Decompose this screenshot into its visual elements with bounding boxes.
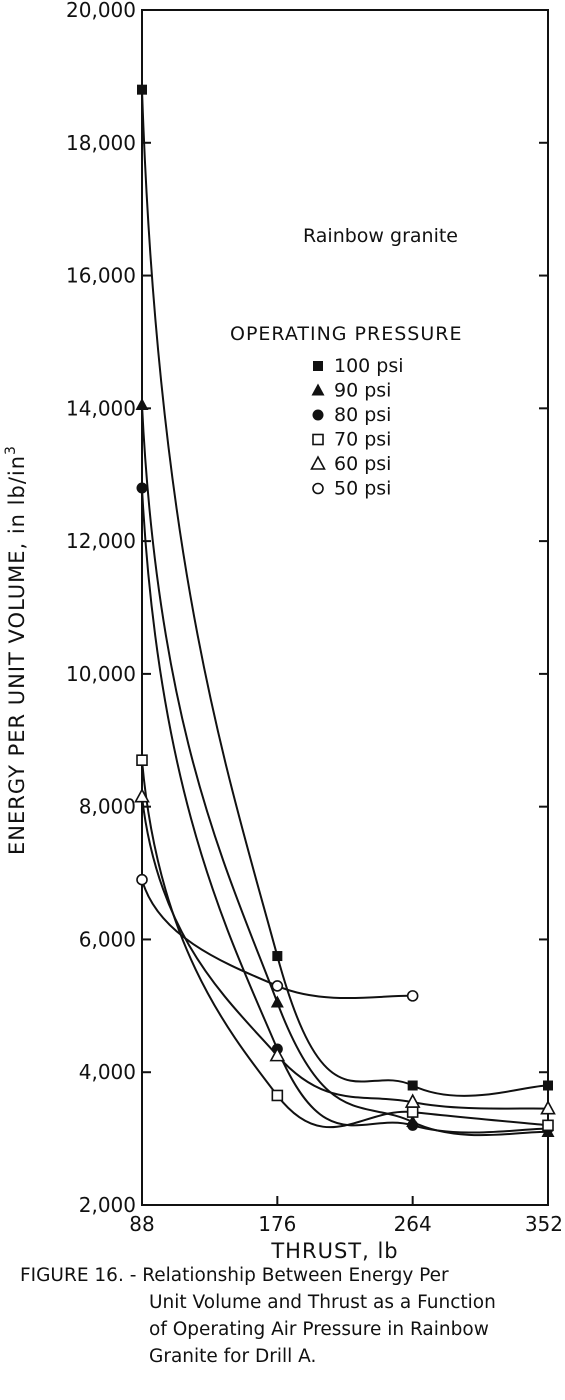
data-point-70-psi	[136, 754, 148, 766]
y-axis-title-superscript: 3	[3, 445, 19, 455]
series-line-100-psi	[141, 89, 549, 1097]
data-point-80-psi	[136, 482, 148, 494]
legend-entry-label: 70 psi	[334, 429, 391, 451]
figure-caption: FIGURE 16. - Relationship Between Energy…	[20, 1262, 560, 1370]
caption-line-1: FIGURE 16. - Relationship Between Energy…	[20, 1265, 449, 1286]
chart-annotation: Rainbow granite	[303, 225, 458, 247]
y-tick-label: 2,000	[79, 1193, 136, 1217]
plot-frame	[141, 9, 549, 1206]
legend-entry-label: 80 psi	[334, 404, 391, 426]
legend-marker-60-psi	[310, 455, 326, 470]
y-axis-ticks: 2,000 4,000 6,000 8,000 10,000 12,000 14,000 16…	[66, 0, 548, 1217]
data-point-100-psi	[137, 84, 147, 95]
y-tick-label: 10,000	[66, 662, 136, 686]
y-tick-label: 6,000	[79, 927, 136, 951]
data-point-70-psi	[542, 1119, 554, 1132]
x-axis-ticks: 88 176 264 352	[129, 1196, 563, 1236]
legend-marker-80-psi	[312, 409, 324, 421]
data-point-60-psi	[134, 788, 150, 803]
data-point-60-psi	[540, 1100, 556, 1115]
x-tick-label: 176	[258, 1212, 296, 1236]
legend-entry-label: 100 psi	[334, 355, 404, 377]
y-tick-label: 8,000	[79, 795, 136, 819]
x-tick-label: 264	[394, 1212, 432, 1236]
series-line-80-psi	[141, 487, 549, 1134]
series-line-70-psi	[141, 760, 549, 1129]
legend-entry-label: 50 psi	[334, 478, 391, 500]
data-point-90-psi	[135, 398, 149, 411]
plot-border	[141, 9, 549, 1206]
data-point-50-psi	[406, 990, 419, 1002]
data-point-70-psi	[271, 1089, 284, 1102]
y-tick-label: 16,000	[66, 264, 136, 288]
data-point-100-psi	[272, 951, 283, 962]
legend-marker-70-psi	[312, 433, 324, 446]
legend-entry-label: 90 psi	[334, 380, 391, 402]
x-tick-label: 352	[525, 1212, 563, 1236]
y-tick-label: 20,000	[66, 0, 136, 22]
legend-marker-50-psi	[312, 482, 324, 495]
legend-marker-100-psi	[313, 361, 323, 371]
y-tick-label: 4,000	[79, 1060, 136, 1084]
y-tick-label: 14,000	[66, 396, 136, 420]
series-markers	[134, 84, 556, 1137]
data-point-100-psi	[407, 1080, 418, 1091]
y-axis-title: ENERGY PER UNIT VOLUME, in lb/in3	[3, 445, 29, 855]
y-tick-label: 18,000	[66, 131, 136, 155]
y-axis-title-text: ENERGY PER UNIT VOLUME, in lb/in	[5, 455, 29, 855]
series-line-60-psi	[141, 796, 549, 1110]
x-axis-title: THRUST, lb	[270, 1239, 398, 1263]
data-point-100-psi	[543, 1080, 553, 1091]
legend-entry-label: 60 psi	[334, 453, 391, 475]
data-point-90-psi	[270, 995, 284, 1008]
data-point-60-psi	[404, 1093, 421, 1108]
legend-marker-90-psi	[311, 383, 325, 396]
data-point-50-psi	[136, 873, 148, 886]
data-point-50-psi	[271, 980, 284, 992]
data-point-70-psi	[406, 1106, 419, 1118]
caption-line-4: Granite for Drill A.	[149, 1346, 317, 1367]
y-tick-label: 12,000	[66, 529, 136, 553]
data-point-60-psi	[269, 1046, 286, 1062]
data-point-80-psi	[407, 1119, 419, 1131]
series-line-90-psi	[141, 404, 549, 1137]
caption-line-2: Unit Volume and Thrust as a Function	[149, 1292, 496, 1313]
x-tick-label: 88	[129, 1212, 154, 1236]
caption-line-3: of Operating Air Pressure in Rainbow	[149, 1319, 489, 1340]
legend-title: OPERATING PRESSURE	[230, 323, 462, 345]
